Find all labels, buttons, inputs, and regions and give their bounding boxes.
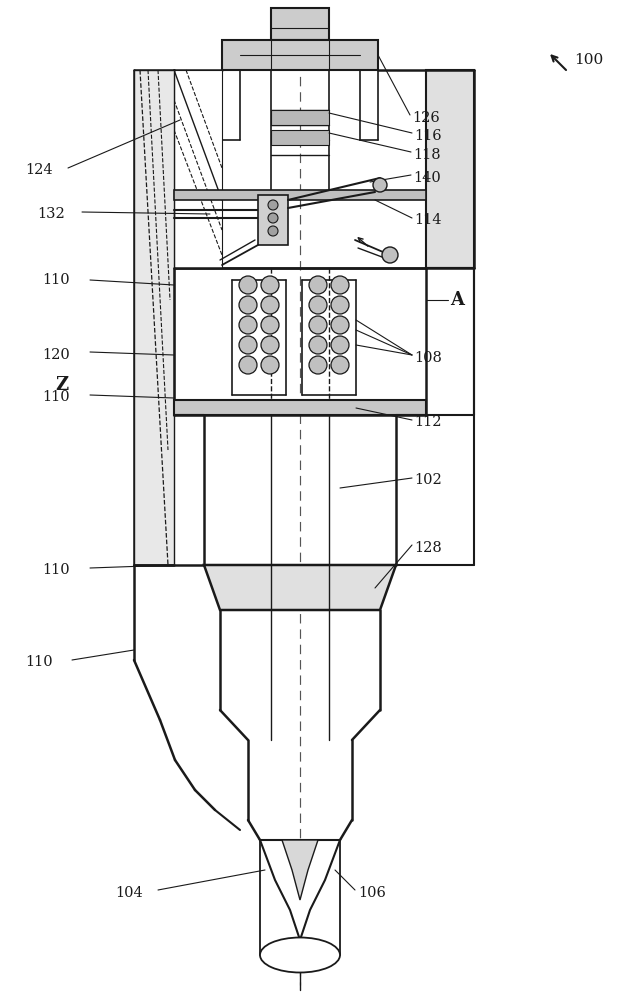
Circle shape (309, 276, 327, 294)
Circle shape (331, 296, 349, 314)
Bar (271, 8, 329, 40)
Text: 100: 100 (574, 53, 604, 67)
Polygon shape (260, 840, 340, 940)
Text: A: A (450, 291, 464, 309)
Text: 124: 124 (25, 163, 52, 177)
Circle shape (382, 247, 398, 263)
Circle shape (261, 336, 279, 354)
Bar (222, 40, 378, 70)
Text: 102: 102 (414, 473, 441, 487)
Polygon shape (282, 840, 318, 900)
Circle shape (261, 276, 279, 294)
Circle shape (268, 213, 278, 223)
Text: 132: 132 (37, 207, 64, 221)
Polygon shape (174, 70, 222, 268)
Text: 126: 126 (412, 111, 440, 125)
Text: 106: 106 (358, 886, 386, 900)
Circle shape (373, 178, 387, 192)
Text: 112: 112 (414, 415, 441, 429)
Text: 110: 110 (42, 273, 70, 287)
Polygon shape (134, 70, 174, 565)
Circle shape (261, 356, 279, 374)
Text: 104: 104 (115, 886, 143, 900)
Ellipse shape (260, 938, 340, 972)
Circle shape (239, 336, 257, 354)
Polygon shape (204, 565, 396, 610)
Circle shape (331, 276, 349, 294)
Circle shape (261, 316, 279, 334)
Text: 110: 110 (42, 390, 70, 404)
Circle shape (268, 200, 278, 210)
Text: 116: 116 (414, 129, 441, 143)
Circle shape (309, 336, 327, 354)
Bar (174, 400, 426, 415)
Text: 114: 114 (414, 213, 441, 227)
Circle shape (261, 296, 279, 314)
Bar (174, 190, 426, 200)
Bar (271, 110, 329, 125)
Text: 120: 120 (42, 348, 70, 362)
Bar (426, 70, 474, 268)
Text: Z: Z (55, 376, 68, 394)
Circle shape (239, 296, 257, 314)
Bar (271, 130, 329, 145)
Circle shape (268, 226, 278, 236)
Text: 128: 128 (414, 541, 441, 555)
Circle shape (309, 296, 327, 314)
Circle shape (239, 276, 257, 294)
Text: 110: 110 (42, 563, 70, 577)
Text: 110: 110 (25, 655, 52, 669)
Circle shape (239, 356, 257, 374)
Circle shape (331, 356, 349, 374)
Circle shape (239, 316, 257, 334)
Bar (258, 195, 288, 245)
Text: 108: 108 (414, 351, 442, 365)
Circle shape (309, 316, 327, 334)
Circle shape (331, 316, 349, 334)
Circle shape (309, 356, 327, 374)
Text: 140: 140 (413, 171, 441, 185)
Text: 118: 118 (413, 148, 441, 162)
Circle shape (331, 336, 349, 354)
